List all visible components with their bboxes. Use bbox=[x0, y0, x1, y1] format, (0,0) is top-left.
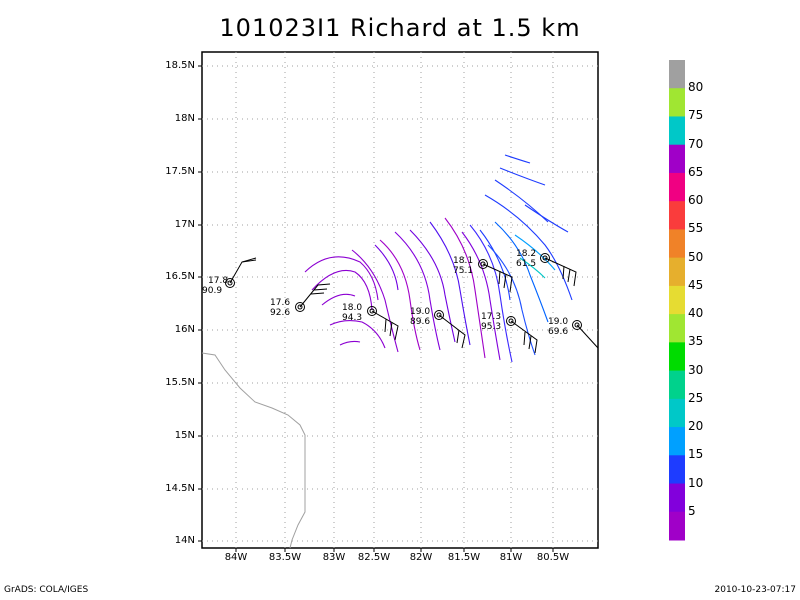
storm-lat: 19.0 bbox=[548, 317, 568, 327]
colorbar-label: 25 bbox=[688, 390, 704, 405]
colorbar-label: 70 bbox=[688, 136, 704, 151]
storm-marker bbox=[225, 278, 235, 288]
storm-labels: 17.8 90.9 17.6 92.6 18.0 94.3 19.0 89.6 … bbox=[202, 249, 568, 337]
colorbar-swatch bbox=[669, 455, 685, 485]
colorbar-label: 5 bbox=[688, 503, 696, 518]
colorbar-label: 40 bbox=[688, 306, 704, 321]
colorbar-label: 20 bbox=[688, 419, 704, 434]
lon-label: 82.5W bbox=[357, 552, 391, 563]
colorbar-swatch bbox=[669, 229, 685, 259]
colorbar-swatch bbox=[669, 144, 685, 174]
colorbar-swatch bbox=[669, 285, 685, 315]
storm-val: 69.6 bbox=[548, 327, 568, 337]
coastline bbox=[201, 352, 306, 549]
lat-label: 18.5N bbox=[165, 60, 195, 71]
lon-label: 80.5W bbox=[536, 552, 570, 563]
colorbar-label: 65 bbox=[688, 164, 704, 179]
colorbar-label: 75 bbox=[688, 108, 704, 123]
colorbar-swatch bbox=[669, 172, 685, 202]
map-frame bbox=[201, 51, 599, 549]
colorbar-swatch bbox=[669, 201, 685, 230]
colorbar-label: 55 bbox=[688, 221, 704, 236]
storm-marker bbox=[540, 253, 550, 263]
colorbar-swatch bbox=[669, 88, 685, 117]
colorbar-swatch bbox=[669, 314, 685, 343]
lat-label: 17N bbox=[174, 219, 195, 230]
lat-label: 16.5N bbox=[165, 271, 195, 282]
lat-label: 18N bbox=[174, 113, 195, 124]
storm-val: 92.6 bbox=[270, 308, 290, 318]
storm-lat: 18.1 bbox=[453, 256, 473, 266]
colorbar-swatch bbox=[669, 427, 685, 456]
lat-label: 14N bbox=[174, 535, 195, 546]
lat-label: 17.5N bbox=[165, 166, 195, 177]
colorbar-swatch bbox=[669, 60, 685, 89]
colorbar-label: 50 bbox=[688, 249, 704, 264]
storm-lat: 17.8 bbox=[208, 276, 228, 286]
streamlines bbox=[304, 154, 573, 363]
colorbar-label: 10 bbox=[688, 475, 704, 490]
footer-credit: GrADS: COLA/IGES bbox=[4, 585, 89, 595]
storm-val: 89.6 bbox=[410, 317, 430, 327]
storm-val: 61.5 bbox=[516, 259, 536, 269]
storm-lat: 17.3 bbox=[481, 312, 501, 322]
colorbar-label: 30 bbox=[688, 362, 704, 377]
colorbar-label: 15 bbox=[688, 447, 704, 462]
lat-label: 15N bbox=[174, 430, 195, 441]
colorbar-swatch bbox=[669, 116, 685, 146]
colorbar-swatch bbox=[669, 511, 685, 541]
map-title: 101023I1 Richard at 1.5 km bbox=[219, 14, 581, 42]
lat-label: 15.5N bbox=[165, 377, 195, 388]
lat-label: 16N bbox=[174, 324, 195, 335]
colorbar-label: 35 bbox=[688, 334, 704, 349]
lat-label: 14.5N bbox=[165, 483, 195, 494]
storm-val: 90.9 bbox=[202, 286, 222, 296]
storm-marker bbox=[506, 316, 516, 326]
lon-label: 81.5W bbox=[447, 552, 481, 563]
axis-ticks bbox=[198, 65, 554, 552]
lon-label: 83.5W bbox=[268, 552, 302, 563]
storm-marker bbox=[478, 259, 488, 269]
lon-label: 82W bbox=[409, 552, 433, 563]
footer-timestamp: 2010-10-23-07:17 bbox=[714, 585, 797, 595]
storm-marker bbox=[434, 310, 444, 320]
storm-val: 94.3 bbox=[342, 313, 362, 323]
storm-marker bbox=[367, 306, 377, 316]
colorbar-swatch bbox=[669, 342, 685, 372]
lon-label: 81W bbox=[499, 552, 523, 563]
colorbar-swatch bbox=[669, 398, 685, 428]
lon-label: 84W bbox=[224, 552, 248, 563]
storm-marker bbox=[572, 320, 582, 330]
storm-markers bbox=[225, 253, 599, 354]
storm-val: 95.3 bbox=[481, 322, 501, 332]
colorbar-swatch bbox=[669, 483, 685, 513]
storm-lat: 19.0 bbox=[410, 307, 430, 317]
storm-lat: 18.0 bbox=[342, 303, 362, 313]
storm-lat: 18.2 bbox=[516, 249, 536, 259]
storm-marker bbox=[295, 302, 305, 312]
lon-label: 83W bbox=[322, 552, 346, 563]
colorbar-label: 80 bbox=[688, 80, 704, 95]
colorbar-label: 60 bbox=[688, 193, 704, 208]
storm-val: 75.1 bbox=[453, 266, 473, 276]
colorbar bbox=[669, 60, 685, 541]
colorbar-swatch bbox=[669, 370, 685, 400]
storm-lat: 17.6 bbox=[270, 298, 290, 308]
grid-lines bbox=[202, 52, 598, 548]
colorbar-swatch bbox=[669, 257, 685, 287]
colorbar-label: 45 bbox=[688, 277, 704, 292]
